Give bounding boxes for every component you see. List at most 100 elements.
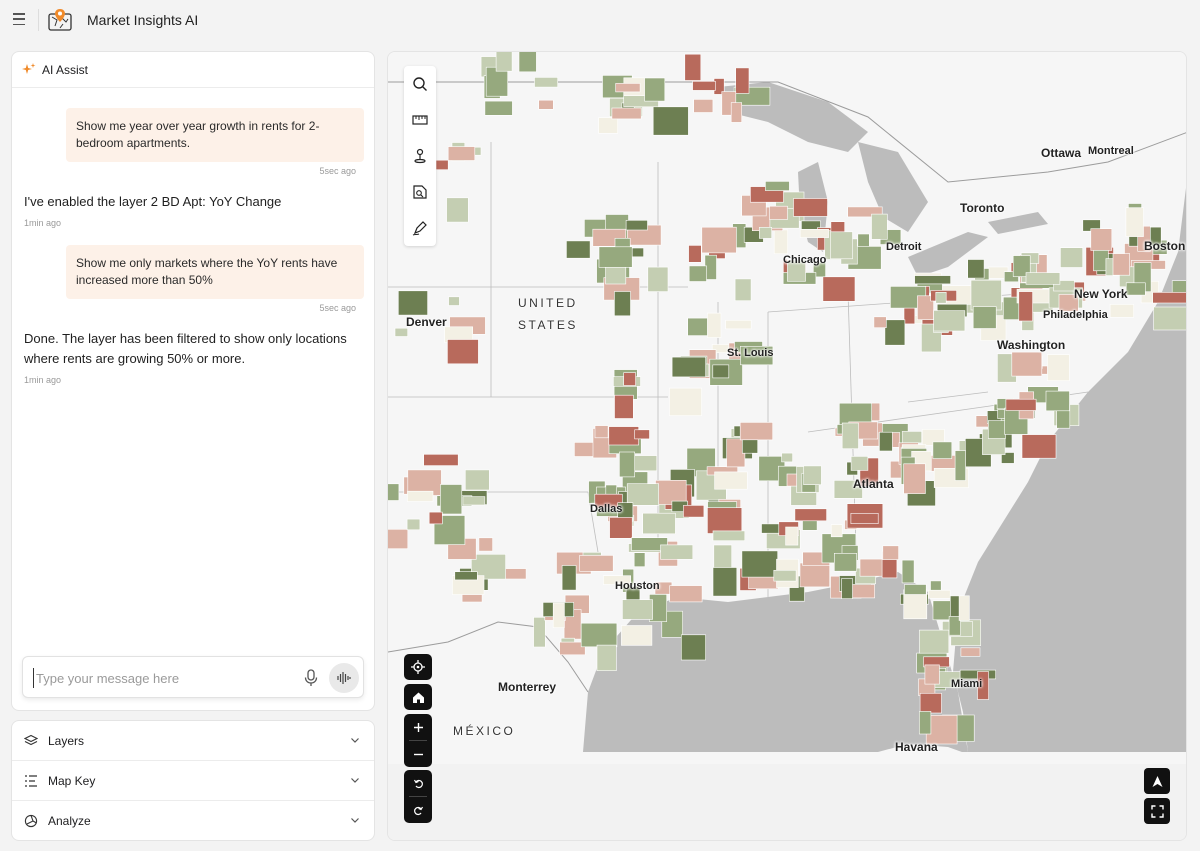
market-region[interactable] xyxy=(904,584,927,595)
map-view[interactable]: Ottawa Montreal Toronto Detroit Boston C… xyxy=(387,51,1187,841)
market-region[interactable] xyxy=(478,537,493,552)
market-region[interactable] xyxy=(566,240,591,259)
market-region[interactable] xyxy=(660,544,694,560)
home-button[interactable] xyxy=(404,684,432,710)
market-region[interactable] xyxy=(623,372,636,386)
market-region[interactable] xyxy=(692,80,716,91)
market-region[interactable] xyxy=(740,345,774,366)
market-region[interactable] xyxy=(669,387,702,417)
market-region[interactable] xyxy=(761,523,781,534)
market-region[interactable] xyxy=(730,102,743,123)
market-region[interactable] xyxy=(841,578,853,600)
market-region[interactable] xyxy=(688,265,707,282)
market-region[interactable] xyxy=(1109,304,1134,318)
market-region[interactable] xyxy=(735,67,750,94)
fullscreen-button[interactable] xyxy=(1144,798,1170,824)
market-region[interactable] xyxy=(428,511,443,525)
market-region[interactable] xyxy=(633,552,646,568)
market-region[interactable] xyxy=(1125,207,1144,237)
market-region[interactable] xyxy=(388,483,400,501)
market-region[interactable] xyxy=(850,456,869,471)
market-region[interactable] xyxy=(626,483,659,506)
market-region[interactable] xyxy=(830,231,853,260)
market-region[interactable] xyxy=(925,714,958,745)
microphone-icon[interactable] xyxy=(303,669,319,687)
market-region[interactable] xyxy=(1045,390,1070,412)
market-region[interactable] xyxy=(794,508,827,522)
market-region[interactable] xyxy=(559,641,586,656)
market-region[interactable] xyxy=(741,439,758,454)
market-region[interactable] xyxy=(1047,354,1070,382)
market-region[interactable] xyxy=(903,463,926,494)
market-region[interactable] xyxy=(552,602,565,629)
market-region[interactable] xyxy=(622,599,653,620)
market-region[interactable] xyxy=(688,245,702,263)
market-region[interactable] xyxy=(561,565,577,591)
market-region[interactable] xyxy=(714,471,748,490)
zoom-in-button[interactable] xyxy=(404,714,432,740)
market-region[interactable] xyxy=(394,327,408,337)
market-region[interactable] xyxy=(725,319,752,330)
market-region[interactable] xyxy=(1011,351,1043,377)
market-region[interactable] xyxy=(1005,398,1037,411)
market-region[interactable] xyxy=(707,312,722,338)
market-region[interactable] xyxy=(661,610,683,638)
market-region[interactable] xyxy=(642,512,676,535)
market-region[interactable] xyxy=(448,296,460,306)
market-region[interactable] xyxy=(739,422,774,441)
market-region[interactable] xyxy=(919,711,932,735)
market-region[interactable] xyxy=(534,77,559,88)
market-region[interactable] xyxy=(803,465,822,485)
market-region[interactable] xyxy=(619,451,635,478)
market-region[interactable] xyxy=(919,692,942,714)
market-region[interactable] xyxy=(847,206,883,218)
market-region[interactable] xyxy=(1018,291,1033,322)
search-tool[interactable] xyxy=(404,66,436,102)
market-region[interactable] xyxy=(1058,294,1079,312)
market-region[interactable] xyxy=(611,107,642,120)
market-region[interactable] xyxy=(773,229,789,255)
market-region[interactable] xyxy=(644,77,666,102)
market-region[interactable] xyxy=(398,290,428,316)
location-tool[interactable] xyxy=(404,138,436,174)
market-region[interactable] xyxy=(960,647,981,657)
market-region[interactable] xyxy=(882,545,899,560)
map-canvas[interactable] xyxy=(388,52,1187,841)
market-region[interactable] xyxy=(958,595,970,621)
market-region[interactable] xyxy=(781,452,793,463)
market-region[interactable] xyxy=(799,229,829,238)
market-region[interactable] xyxy=(799,562,831,588)
market-region[interactable] xyxy=(447,339,479,365)
market-region[interactable] xyxy=(631,537,668,551)
market-region[interactable] xyxy=(932,441,953,459)
chat-input[interactable] xyxy=(33,668,283,688)
market-region[interactable] xyxy=(935,292,947,304)
market-region[interactable] xyxy=(901,431,923,444)
market-region[interactable] xyxy=(927,589,951,599)
market-region[interactable] xyxy=(447,146,476,161)
measure-tool[interactable] xyxy=(404,102,436,138)
market-region[interactable] xyxy=(1021,434,1057,459)
analyze-accordion[interactable]: Analyze xyxy=(12,801,374,841)
navigate-button[interactable] xyxy=(1144,768,1170,794)
market-region[interactable] xyxy=(647,266,669,292)
market-region[interactable] xyxy=(701,226,737,254)
market-region[interactable] xyxy=(614,394,634,419)
market-region[interactable] xyxy=(901,559,915,584)
market-region[interactable] xyxy=(614,291,631,317)
market-region[interactable] xyxy=(669,585,703,603)
market-region[interactable] xyxy=(407,490,434,502)
market-region[interactable] xyxy=(454,571,478,581)
market-region[interactable] xyxy=(741,550,778,578)
market-region[interactable] xyxy=(873,316,887,328)
market-region[interactable] xyxy=(462,496,486,506)
undo-button[interactable] xyxy=(404,770,432,796)
market-region[interactable] xyxy=(1152,292,1187,304)
layers-accordion[interactable]: Layers xyxy=(12,721,374,761)
market-region[interactable] xyxy=(671,356,707,378)
market-region[interactable] xyxy=(948,616,961,636)
market-region[interactable] xyxy=(759,227,772,239)
market-region[interactable] xyxy=(608,426,640,446)
area-search-tool[interactable] xyxy=(404,174,436,210)
market-region[interactable] xyxy=(435,159,449,170)
